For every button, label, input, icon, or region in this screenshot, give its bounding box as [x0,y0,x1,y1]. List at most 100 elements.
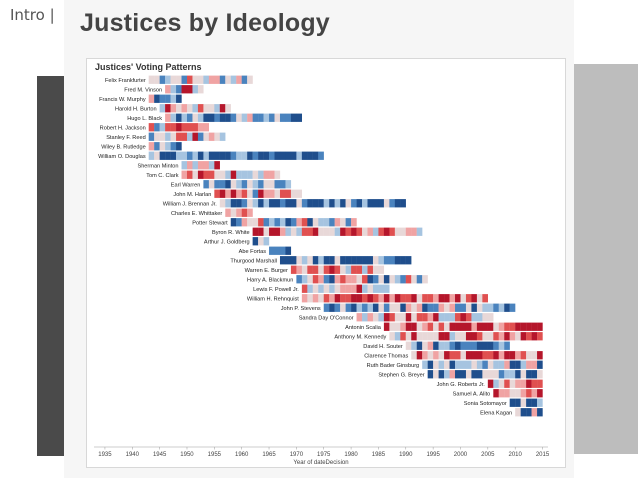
vote-cell [422,294,428,303]
vote-cell [176,142,182,151]
vote-cell [455,370,461,379]
vote-cell [411,303,417,312]
vote-cell [170,142,177,151]
vote-cell [531,332,538,341]
justice-label: Sherman Minton [137,163,178,169]
vote-cell [520,398,527,407]
vote-cell [186,123,193,132]
vote-cell [312,275,319,284]
vote-cell [230,151,237,160]
x-tick-label: 2015 [536,452,550,458]
vote-cell [230,170,237,179]
vote-cell [285,189,292,198]
vote-cell [487,303,494,312]
vote-cell [219,170,226,179]
vote-cell [362,303,368,312]
vote-cell [433,341,439,350]
vote-cell [515,379,521,388]
vote-cell [296,151,303,160]
vote-cell [509,351,516,360]
intro-tab[interactable]: Intro | [10,6,55,24]
vote-cell [318,218,324,227]
vote-cell [230,113,237,122]
vote-cell [526,351,532,360]
vote-cell [274,246,281,255]
vote-cell [323,303,330,312]
vote-cell [329,265,335,274]
vote-cell [214,189,220,198]
vote-cell [471,370,478,379]
vote-cell [509,389,516,398]
vote-cell [427,360,434,369]
vote-cell [378,284,385,293]
vote-cell [170,75,177,84]
justice-label: John G. Roberts Jr. [437,382,486,388]
vote-cell [405,294,412,303]
vote-cell [279,113,286,122]
x-tick-label: 1935 [98,452,112,458]
vote-cell [241,151,248,160]
x-tick-label: 1970 [290,452,304,458]
vote-cell [493,389,499,398]
vote-cell [269,246,275,255]
vote-cell [471,303,478,312]
justice-label: William J. Brennan Jr. [163,201,218,207]
vote-cell [362,256,368,265]
vote-cell [476,360,483,369]
vote-cell [170,151,177,160]
vote-cell [476,341,483,350]
justice-label: Byron R. White [212,230,250,236]
vote-cell [225,180,231,189]
vote-cell [274,199,281,208]
vote-cell [537,408,543,417]
vote-cell [165,132,171,141]
justice-label: Harry A. Blackmun [247,277,293,283]
vote-cell [487,332,494,341]
vote-cell [181,123,188,132]
vote-cell [154,142,160,151]
vote-cell [367,313,374,322]
vote-cell [537,389,543,398]
vote-cell [356,227,363,236]
vote-cell [274,227,281,236]
vote-cell [307,218,313,227]
vote-cell [252,199,259,208]
vote-cell [148,94,155,103]
vote-cell [247,208,253,217]
vote-cell [356,303,363,312]
vote-cell [340,303,346,312]
vote-cell [356,199,363,208]
vote-cell [482,360,488,369]
vote-cell [389,199,395,208]
vote-cell [416,322,423,331]
vote-cell [329,294,335,303]
vote-cell [411,322,417,331]
vote-cell [219,199,226,208]
vote-cell [225,113,231,122]
vote-cell [203,161,210,170]
justice-label: Felix Frankfurter [105,78,146,84]
vote-cell [498,370,505,379]
vote-cell [465,341,472,350]
vote-cell [351,199,357,208]
vote-cell [197,123,204,132]
vote-cell [400,275,406,284]
vote-cell [329,218,335,227]
vote-cell [520,351,527,360]
right-backdrop-panel [573,64,638,454]
vote-cell [351,218,357,227]
vote-cell [362,265,368,274]
vote-cell [312,294,319,303]
vote-cell [531,398,538,407]
vote-cell [247,199,253,208]
vote-cell [345,275,352,284]
vote-cell [323,227,330,236]
vote-cell [263,151,270,160]
vote-cell [367,265,374,274]
vote-cell [148,123,155,132]
vote-cell [356,313,363,322]
vote-cell [378,303,385,312]
vote-cell [318,265,324,274]
vote-cell [383,284,390,293]
vote-cell [433,294,439,303]
